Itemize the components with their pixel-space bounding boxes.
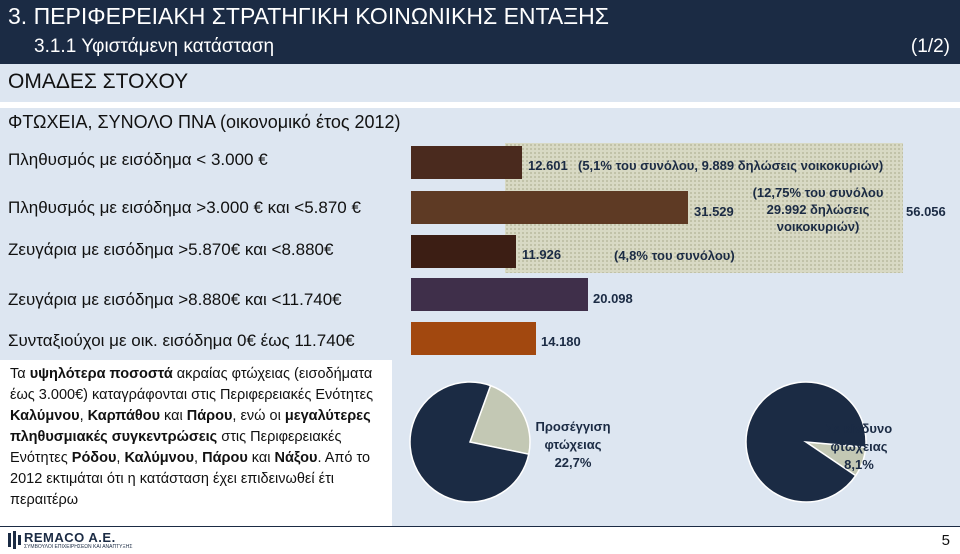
summary-paragraph: Τα υψηλότερα ποσοστά ακραίας φτώχειας (ε… [10,364,390,511]
text-run-bold: Πάρου [202,450,248,466]
bar [411,278,588,311]
bar [411,191,688,224]
bar-category-label: Συνταξιούχοι με οικ. εισόδημα 0€ έως 11.… [8,331,355,350]
company-tagline: ΣΥΜΒΟΥΛΟΙ ΕΠΙΧΕΙΡΗΣΕΩΝ ΚΑΙ ΑΝΑΠΤΥΞΗΣ [24,544,133,550]
page-title: 3. ΠΕΡΙΦΕΡΕΙΑΚΗ ΣΤΡΑΤΗΓΙΚΗ ΚΟΙΝΩΝΙΚΗΣ ΕΝ… [8,3,609,29]
bar [411,235,516,268]
bar-category-label: Ζευγάρια με εισόδημα >8.880€ και <11.740… [8,290,342,309]
pie-slice-remainder [409,381,530,503]
text-run: , [194,450,203,466]
text-run: , [116,450,125,466]
text-run: ακραίας φτώχειας (εισοδήματα έως 3.000€)… [10,366,374,403]
text-run-bold: Νάξου [274,450,318,466]
section-subtitle-band [0,108,960,138]
company-logo-text: REMACO A.E. [24,530,116,545]
pie-label: Σε κίνδυνο φτώχειας 8,1% [814,420,904,474]
remaco-logo-icon [8,531,21,549]
annotation-line: (12,75% του συνόλου [752,185,884,200]
text-run: , [79,408,88,424]
bar-value-label: 31.529 [694,204,734,219]
bar-annotation: (4,8% του συνόλου) [614,248,735,263]
bar-category-label: Ζευγάρια με εισόδημα >5.870€ και <8.880€ [8,240,334,259]
bar [411,322,536,355]
text-box [0,360,392,526]
bar-value-label: 20.098 [593,291,633,306]
pie-chart-poverty-risk [745,381,867,503]
pie-chart-poverty-approach [409,381,531,503]
footer-divider [0,526,960,527]
text-run-bold: Ρόδου [71,450,117,466]
pie-label-line: φτώχειας [830,439,888,454]
pie-label-line: Προσέγγιση [535,419,611,434]
bar [411,146,522,179]
pie-label-line: φτώχειας [544,437,602,452]
page-number: 5 [941,532,950,549]
header-bar [0,0,960,64]
pie-label: Προσέγγιση φτώχειας 22,7% [528,418,618,472]
text-run: και [160,408,187,424]
annotation-line: νοικοκυριών) [776,219,860,234]
text-run: Τα [10,366,30,382]
pie-slice-remainder [745,381,867,503]
text-run: και [247,450,275,466]
pie-label-line: 8,1% [844,457,874,472]
text-run-bold: Πάρου [186,408,233,424]
pie-label-line: 22,7% [554,455,592,470]
bar-category-label: Πληθυσμός με εισόδημα < 3.000 € [8,150,268,169]
page-subtitle: 3.1.1 Υφιστάμενη κατάσταση [34,36,275,57]
section-title: ΟΜΑΔΕΣ ΣΤΟΧΟΥ [8,70,189,93]
text-run-bold: υψηλότερα ποσοστά [29,366,173,382]
text-run: στις Περιφερειακές Ενότητες [10,429,342,466]
bar-value-label: 12.601 [528,158,568,173]
section-band [0,64,960,102]
annotation-line: 29.992 δηλώσεις [766,202,870,217]
text-run-bold: Καλύμνου [10,408,80,424]
pie-label-line: Σε κίνδυνο [825,421,893,436]
section-subtitle: ΦΤΩΧΕΙΑ, ΣΥΝΟΛΟ ΠΝΑ (οικονομικό έτος 201… [8,112,401,132]
text-run-bold: Καλύμνου [124,450,195,466]
slide-part-indicator: (1/2) [910,36,950,57]
bar-annotation: (12,75% του συνόλου 29.992 δηλώσεις νοικ… [744,184,892,235]
text-run: . Από το 2012 εκτιμάται ότι η κατάσταση … [10,450,371,508]
text-run: , ενώ οι [232,408,285,424]
total-value-label: 56.056 [906,204,946,219]
bar-value-label: 14.180 [541,334,581,349]
text-run-bold: μεγαλύτερες πληθυσμιακές συγκεντρώσεις [10,408,371,445]
bar-category-label: Πληθυσμός με εισόδημα >3.000 € και <5.87… [8,198,361,217]
bar-value-label: 11.926 [522,247,562,262]
text-run-bold: Καρπάθου [87,408,161,424]
bar-annotation: (5,1% του συνόλου, 9.889 δηλώσεις νοικοκ… [578,158,884,173]
